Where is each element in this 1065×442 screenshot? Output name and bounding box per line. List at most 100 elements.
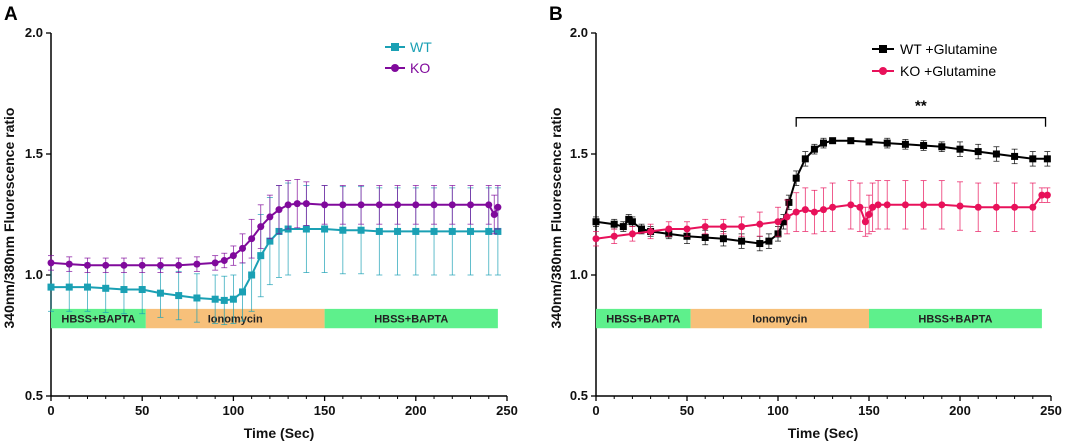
data-point	[193, 294, 201, 302]
data-point	[874, 201, 882, 209]
data-point	[375, 201, 383, 209]
x-tick-label: 250	[1040, 403, 1062, 418]
treatment-label: HBSS+BAPTA	[606, 314, 680, 326]
data-point	[175, 261, 183, 269]
data-point	[239, 288, 247, 296]
data-point	[783, 213, 791, 221]
y-tick-label: 1.5	[25, 146, 43, 161]
data-point	[266, 237, 274, 245]
y-tick-label: 1.0	[25, 267, 43, 282]
x-tick-label: 100	[223, 403, 245, 418]
data-point	[801, 206, 809, 214]
data-point	[683, 225, 691, 233]
significance-label: **	[915, 98, 927, 115]
data-point	[847, 201, 855, 209]
treatment-label: Ionomycin	[752, 314, 807, 326]
x-tick-label: 200	[405, 403, 427, 418]
data-point	[847, 137, 855, 145]
legend-marker-wt-glutamine	[879, 45, 887, 53]
data-point	[220, 256, 228, 264]
data-point	[756, 220, 764, 228]
data-point	[1011, 152, 1019, 160]
treatment-segment	[324, 308, 498, 329]
data-point	[220, 296, 228, 304]
data-point	[792, 174, 800, 182]
data-point	[829, 203, 837, 211]
data-point	[65, 260, 73, 268]
data-point	[883, 139, 891, 147]
data-point	[861, 218, 869, 226]
y-tick-label: 2.0	[570, 25, 588, 40]
data-point	[956, 145, 964, 153]
data-point	[719, 235, 727, 243]
axes: 0 50 100 150 200 250 0.5 1.0 1.5 2.0	[25, 25, 518, 418]
data-point	[756, 240, 764, 248]
data-point	[138, 261, 146, 269]
data-point	[490, 211, 498, 218]
data-point	[610, 232, 618, 240]
data-point	[229, 295, 237, 303]
axes: 0 50 100 150 200 250 0.5 1.0 1.5 2.0	[570, 25, 1062, 418]
data-point	[992, 203, 1000, 211]
data-point	[869, 203, 877, 211]
data-point	[810, 145, 818, 153]
data-point	[65, 283, 73, 291]
data-point	[625, 215, 633, 223]
x-tick-label: 50	[680, 403, 694, 418]
series-wt	[47, 182, 502, 326]
data-point	[47, 283, 55, 291]
panel-label: B	[549, 4, 563, 25]
treatment-label: Ionomycin	[208, 314, 263, 326]
data-point	[156, 289, 164, 297]
y-axis-label: 340nm/380nm Fluorescence ratio	[548, 108, 564, 329]
panel-a: A 340nm/380nm Fluorescence ratio Time (S…	[1, 4, 518, 441]
data-point	[592, 218, 600, 226]
data-point	[156, 261, 164, 269]
legend: WT KO	[385, 39, 432, 76]
data-point	[257, 223, 265, 231]
plot-area	[47, 179, 502, 326]
data-point	[1029, 203, 1037, 211]
data-point	[665, 225, 673, 233]
x-axis-label: Time (Sec)	[244, 425, 315, 441]
data-point	[120, 286, 128, 294]
significance-line	[795, 117, 1047, 127]
y-tick-label: 0.5	[25, 388, 43, 403]
y-tick-label: 2.0	[25, 25, 43, 40]
series-ko-glutamine	[592, 180, 1051, 247]
data-point	[47, 259, 55, 267]
data-point	[485, 227, 493, 235]
data-point	[302, 200, 310, 208]
data-point	[774, 218, 782, 226]
data-point	[302, 225, 310, 233]
data-point	[619, 223, 627, 231]
x-axis-label: Time (Sec)	[788, 425, 859, 441]
data-point	[339, 201, 347, 209]
data-point	[485, 201, 493, 209]
data-point	[810, 208, 818, 216]
data-point	[102, 261, 110, 269]
data-point	[83, 283, 91, 291]
data-point	[938, 201, 946, 209]
data-point	[239, 244, 247, 252]
data-point	[801, 155, 809, 163]
data-point	[467, 201, 475, 209]
data-point	[339, 226, 347, 234]
data-point	[266, 213, 274, 221]
data-point	[211, 259, 219, 267]
data-point	[592, 235, 600, 243]
treatment-segment	[869, 308, 1042, 329]
treatment-segment	[596, 308, 691, 329]
x-tick-label: 250	[496, 403, 518, 418]
data-point	[610, 220, 618, 228]
data-point	[175, 292, 183, 300]
legend-entry-wt-glutamine: WT +Glutamine	[900, 41, 998, 57]
y-tick-label: 0.5	[570, 388, 588, 403]
legend-entry-ko: KO	[410, 60, 430, 76]
data-point	[701, 223, 709, 231]
treatment-segment	[145, 308, 325, 329]
data-point	[920, 201, 928, 209]
y-tick-label: 1.0	[570, 267, 588, 282]
data-point	[120, 261, 128, 269]
x-tick-label: 0	[47, 403, 54, 418]
